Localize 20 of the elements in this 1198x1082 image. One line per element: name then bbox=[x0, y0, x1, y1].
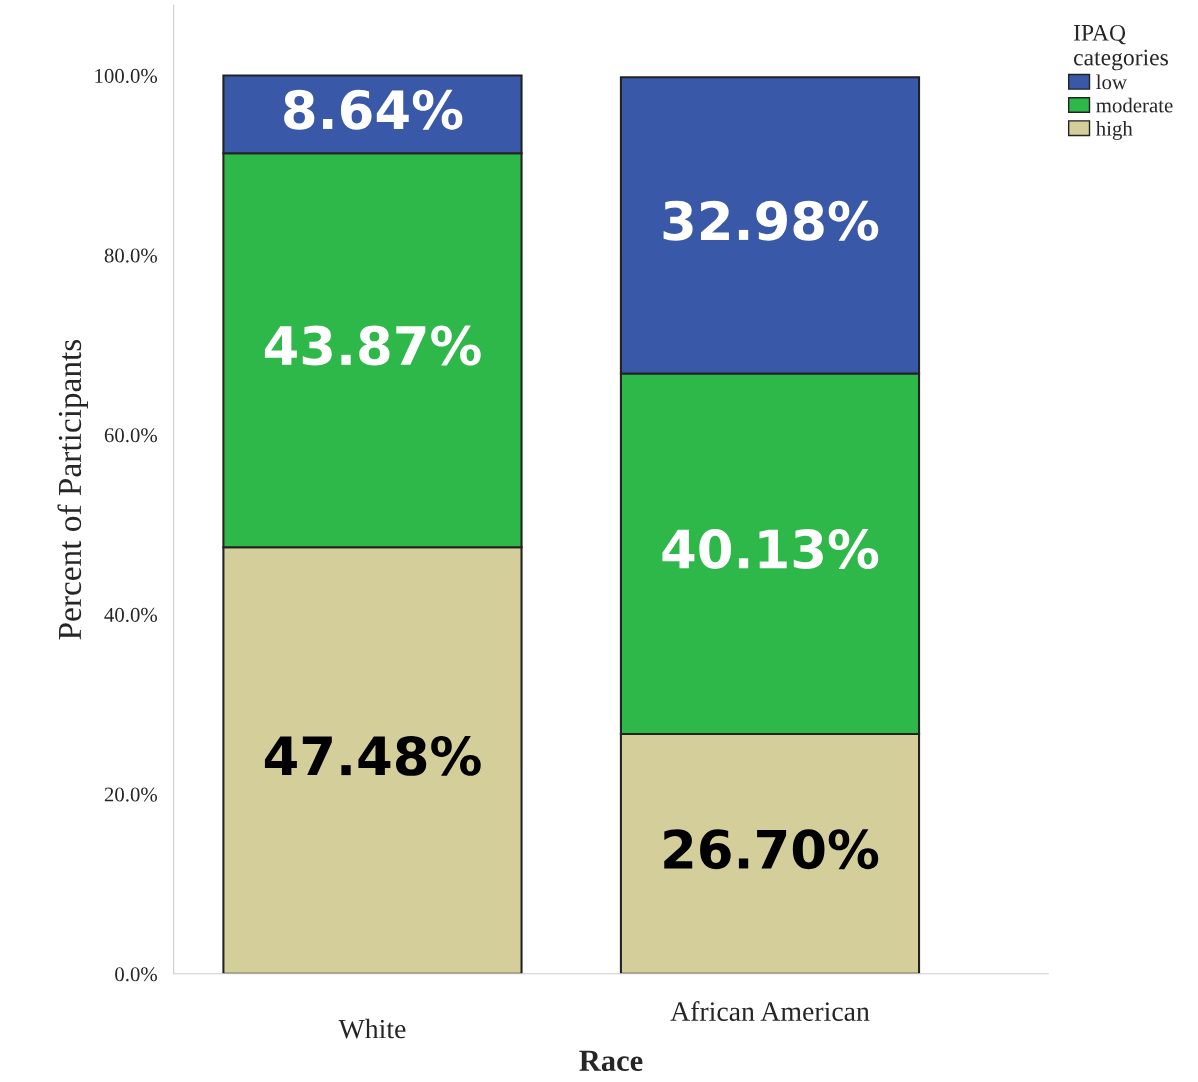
data-label: 40.13% bbox=[662, 529, 879, 570]
data-label: 47.48% bbox=[264, 735, 481, 776]
y-tick-label: 80.0% bbox=[104, 248, 158, 263]
y-tick-label: 60.0% bbox=[104, 428, 158, 443]
data-label: 43.87% bbox=[264, 325, 481, 366]
data-label: 32.98% bbox=[663, 200, 879, 241]
x-axis-title: Race bbox=[579, 1050, 643, 1072]
y-tick-label: 40.0% bbox=[104, 607, 158, 622]
x-tick-label: African American bbox=[670, 1001, 870, 1021]
data-label: 26.70% bbox=[664, 829, 879, 870]
y-tick-label: 100.0% bbox=[95, 68, 158, 83]
y-tick-label: 0.0% bbox=[115, 967, 158, 982]
y-tick-label: 20.0% bbox=[104, 787, 158, 802]
x-tick-label: White bbox=[338, 1018, 406, 1039]
legend-title: IPAQ categories bbox=[1073, 24, 1168, 71]
data-label: 8.64% bbox=[284, 89, 463, 130]
legend-label: low bbox=[1096, 74, 1127, 90]
y-axis-title: Percent of Participants bbox=[57, 339, 88, 640]
legend-label: moderate bbox=[1096, 97, 1173, 113]
legend-label: high bbox=[1095, 121, 1133, 140]
